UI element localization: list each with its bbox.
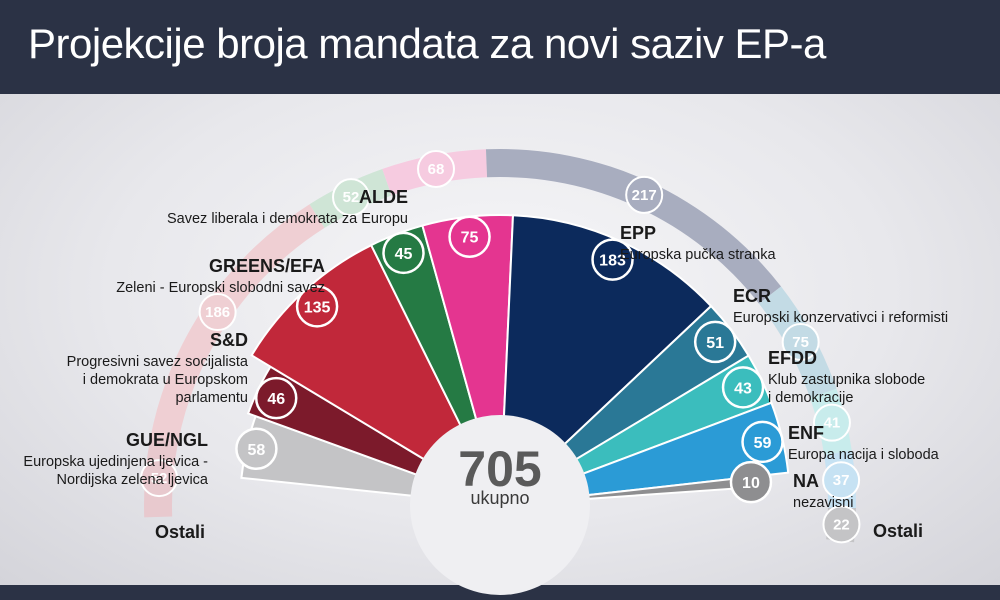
outer-value-efdd: 41 xyxy=(824,415,841,432)
seat-value-enf: 59 xyxy=(754,435,772,452)
header-bar: Projekcije broja mandata za novi saziv E… xyxy=(0,0,1000,94)
badge-alde xyxy=(448,215,491,258)
outer-value-s-and-d: 186 xyxy=(205,304,230,321)
outer-value-enf: 37 xyxy=(833,472,850,489)
seat-value-na: 10 xyxy=(742,475,760,492)
outer-badge-efdd xyxy=(812,403,851,442)
badge-gue-ngl xyxy=(254,376,298,420)
inner-badges: 58 46 135 45 75 183 51 43 59 10 xyxy=(235,215,784,504)
party-name-ostali-left: Ostali xyxy=(155,522,205,542)
total-label: ukupno xyxy=(470,488,529,508)
center-hole xyxy=(410,415,590,595)
party-labels: Ostali GUE/NGL Europska ujedinjena ljevica… xyxy=(23,187,948,542)
outer-value-epp: 217 xyxy=(632,187,657,204)
badge-s-and-d xyxy=(295,285,339,328)
outer-badge-ostali-right xyxy=(822,505,861,544)
party-desc-na-0: nezavisni xyxy=(793,495,853,511)
party-desc-gue-ngl-1: Nordijska zelena ljevica xyxy=(56,472,208,488)
outer-badge-ostali-left xyxy=(140,459,179,498)
page-title: Projekcije broja mandata za novi saziv E… xyxy=(28,20,826,67)
outer-badge-epp xyxy=(625,175,664,214)
party-desc-gue-ngl-0: Europska ujedinjena ljevica - xyxy=(23,454,208,470)
party-desc-efdd-1: i demokracije xyxy=(768,390,853,406)
party-name-efdd: EFDD xyxy=(768,348,817,368)
party-desc-s-and-d-1: i demokrata u Europskom xyxy=(83,372,248,388)
badge-na xyxy=(729,460,773,504)
party-name-gue-ngl: GUE/NGL xyxy=(126,430,208,450)
outer-badge-greens-efa xyxy=(332,178,371,217)
outer-value-ostali-left: 52 xyxy=(151,470,168,487)
total-seats: 705 xyxy=(458,441,541,497)
outer-value-alde: 68 xyxy=(428,161,445,178)
outer-value-ostali-right: 22 xyxy=(833,516,850,533)
party-name-s-and-d: S&D xyxy=(210,330,248,350)
badge-efdd xyxy=(721,366,765,409)
outer-value-greens-efa: 52 xyxy=(343,189,360,206)
outer-value-ecr: 75 xyxy=(792,334,809,351)
party-desc-s-and-d-2: parlamentu xyxy=(175,390,248,406)
seat-value-epp: 183 xyxy=(599,253,626,270)
badge-ostali-left xyxy=(235,427,278,471)
party-desc-alde-0: Savez liberala i demokrata za Europu xyxy=(167,211,408,227)
outer-badge-enf xyxy=(822,461,861,500)
outer-badges: 52 186 52 68 217 75 41 37 22 xyxy=(140,150,861,544)
seat-value-s-and-d: 135 xyxy=(304,299,331,316)
party-desc-efdd-0: Klub zastupnika slobode xyxy=(768,372,925,388)
badge-enf xyxy=(741,420,784,464)
party-name-ostali-right: Ostali xyxy=(873,521,923,541)
outer-badge-s-and-d xyxy=(198,293,237,332)
outer-arc-s-and-d xyxy=(150,204,325,443)
party-name-epp: EPP xyxy=(620,223,656,243)
outer-badge-alde xyxy=(417,150,456,189)
badge-greens-efa xyxy=(382,231,425,275)
party-desc-epp-0: Europska pučka stranka xyxy=(620,247,776,263)
party-name-ecr: ECR xyxy=(733,286,771,306)
seat-value-efdd: 43 xyxy=(734,380,752,397)
seat-value-gue-ngl: 46 xyxy=(267,391,285,408)
party-name-na: NA xyxy=(793,471,819,491)
seat-value-greens-efa: 45 xyxy=(395,246,413,263)
party-desc-greens-efa-0: Zeleni - Europski slobodni savez xyxy=(116,280,325,296)
badge-ecr xyxy=(693,320,737,364)
outer-badge-ecr xyxy=(781,322,820,361)
seat-value-ecr: 51 xyxy=(706,335,724,352)
party-name-enf: ENF xyxy=(788,423,824,443)
party-desc-enf-0: Europa nacija i sloboda xyxy=(788,447,940,463)
party-desc-s-and-d-0: Progresivni savez socijalista xyxy=(67,354,249,370)
party-name-greens-efa: GREENS/EFA xyxy=(209,256,325,276)
party-desc-ecr-0: Europski konzervativci i reformisti xyxy=(733,310,948,326)
seat-value-alde: 75 xyxy=(461,230,479,247)
badge-epp xyxy=(591,238,634,281)
party-name-alde: ALDE xyxy=(359,187,408,207)
seat-value-ostali-left: 58 xyxy=(248,442,266,459)
